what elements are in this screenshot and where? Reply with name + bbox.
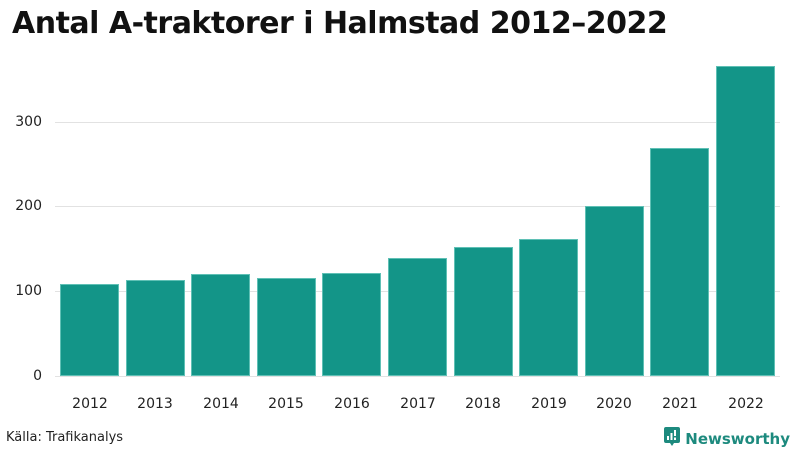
x-tick-label: 2015 [268, 396, 304, 412]
x-tick-label: 2021 [662, 396, 698, 412]
x-tick-label: 2016 [334, 396, 370, 412]
x-tick-label: 2019 [531, 396, 567, 412]
x-tick-label: 2017 [400, 396, 436, 412]
y-tick-label: 0 [33, 368, 42, 384]
x-tick-label: 2020 [596, 396, 632, 412]
x-tick-label: 2013 [137, 396, 173, 412]
bar-2018[interactable] [454, 247, 513, 376]
bar-2019[interactable] [519, 239, 578, 376]
x-tick-label: 2022 [728, 396, 764, 412]
gridline [55, 122, 780, 123]
gridline [55, 376, 780, 377]
bar-2012[interactable] [60, 284, 119, 376]
bar-chart-speech-bubble-icon [664, 427, 681, 450]
chart-title: Antal A-traktorer i Halmstad 2012–2022 [12, 6, 668, 41]
brand-name: Newsworthy [685, 429, 790, 448]
source-note: Källa: Trafikanalys [6, 430, 124, 445]
bar-2015[interactable] [257, 278, 316, 376]
x-tick-label: 2014 [203, 396, 239, 412]
y-tick-label: 100 [15, 283, 42, 299]
newsworthy-logo[interactable]: Newsworthy [664, 427, 790, 450]
bar-2013[interactable] [126, 280, 185, 376]
gridline [55, 206, 780, 207]
x-tick-label: 2018 [465, 396, 501, 412]
bar-2020[interactable] [585, 206, 644, 376]
bar-2017[interactable] [388, 258, 447, 376]
y-tick-label: 300 [15, 114, 42, 130]
bar-2014[interactable] [191, 274, 250, 376]
bar-2022[interactable] [716, 66, 775, 376]
y-tick-label: 200 [15, 198, 42, 214]
bar-2021[interactable] [650, 148, 709, 376]
x-tick-label: 2012 [72, 396, 108, 412]
bar-2016[interactable] [322, 273, 381, 376]
